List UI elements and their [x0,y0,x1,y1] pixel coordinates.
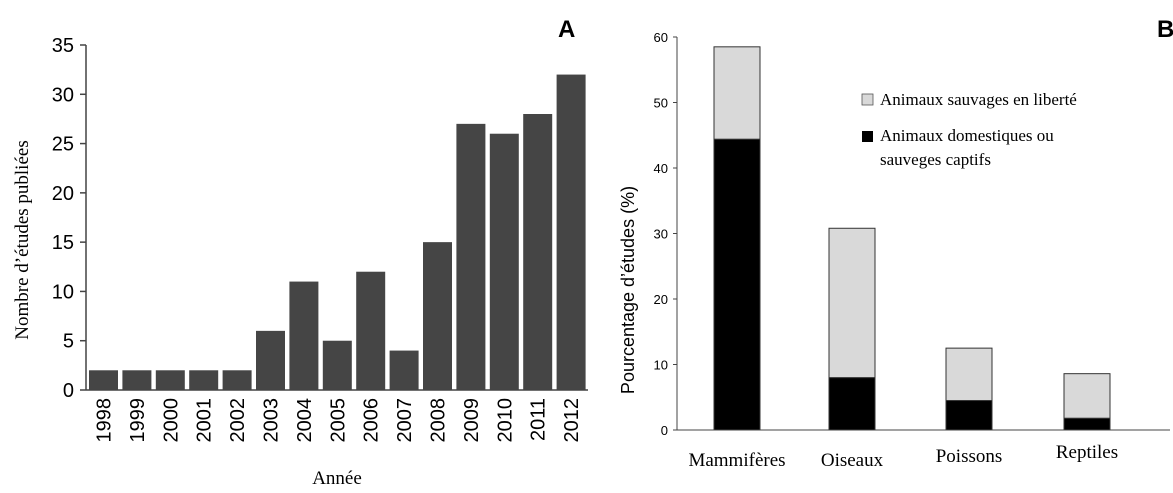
x-tick-label: 2003 [261,398,283,443]
x-tick-label: 2000 [160,398,182,443]
y-tick-label: 0 [63,380,74,402]
chart-a-y-label: Nombre d’études publiées [12,140,33,339]
x-tick-label: 2008 [428,398,450,443]
x-tick-label: 2010 [494,398,516,443]
y-tick-label: 15 [52,232,74,254]
chart-b-x-axis: Mammifères Oiseaux Poissons Reptiles [688,442,1118,471]
x-tick-label: Reptiles [1056,442,1118,463]
bar-Mammifères-series-1 [713,46,761,140]
bar-Poissons-series-0 [945,400,993,431]
y-tick-label: 40 [654,161,668,176]
x-tick-label: 2009 [461,398,483,443]
bar-2011 [523,114,553,390]
legend-label-captive: Animaux domestiques ou sauveges captifs [880,126,1054,169]
bar-2009 [456,123,486,390]
y-tick-label: 30 [654,227,668,242]
y-tick-label: 60 [654,30,668,45]
bar-2006 [356,271,386,390]
x-tick-label: 2001 [194,398,216,443]
bar-2001 [189,370,219,390]
bar-Reptiles-series-1 [1063,373,1111,419]
chart-b-y-label: Pourcentage d’études (%) [618,186,638,394]
legend-swatch-captive [862,131,873,142]
chart-a-y-axis: 0 5 10 15 20 25 30 35 [52,35,86,402]
x-tick-label: Poissons [936,446,1003,467]
legend-label-wild: Animaux sauvages en liberté [880,90,1077,109]
chart-a: A 0 5 10 15 20 25 30 35 1998 1999 2000 2001 2002 200… [12,16,588,489]
bar-2000 [155,370,185,390]
x-tick-label: 1999 [127,398,149,443]
bar-1998 [89,370,118,390]
chart-a-x-label: Année [312,468,362,489]
y-tick-label: 35 [52,35,74,57]
chart-b-legend: Animaux sauvages en liberté Animaux dome… [861,90,1077,169]
x-tick-label: 2006 [361,398,383,443]
legend-swatch-wild [861,93,874,106]
x-tick-label: 2005 [327,398,349,443]
y-tick-label: 10 [52,281,74,303]
bar-2008 [423,242,452,390]
x-tick-label: 2012 [561,398,583,443]
chart-b-panel-label: B [1157,16,1173,43]
y-tick-label: 20 [654,292,668,307]
bar-Mammifères-series-0 [713,138,761,431]
x-tick-label: 2011 [528,398,550,441]
y-tick-label: 50 [654,96,668,111]
chart-b-y-axis: 0 10 20 30 40 50 60 [654,30,677,438]
x-tick-label: 1998 [94,398,116,443]
bar-2007 [389,350,419,390]
bar-2004 [289,281,319,390]
x-tick-label: 2002 [227,398,249,443]
bar-Reptiles-series-0 [1063,417,1111,431]
bar-2010 [489,133,519,390]
x-tick-label: 2004 [294,398,316,443]
x-tick-label: Oiseaux [821,450,884,471]
x-tick-label: Mammifères [688,450,785,471]
bar-1999 [122,370,152,390]
chart-a-panel-label: A [558,16,575,43]
bar-2005 [322,340,352,390]
bar-Poissons-series-1 [945,347,993,402]
y-tick-label: 5 [63,331,74,353]
chart-a-bars [89,74,586,391]
bar-Oiseaux-series-1 [828,227,876,379]
y-tick-label: 25 [52,134,74,156]
y-tick-label: 0 [661,423,668,438]
x-tick-label: 2007 [394,398,416,443]
bar-2002 [222,370,252,390]
chart-b-bars [713,46,1111,431]
y-tick-label: 10 [654,358,668,373]
y-tick-label: 30 [52,84,74,106]
y-tick-label: 20 [52,183,74,205]
bar-2012 [556,74,586,391]
chart-b: B 0 10 20 30 40 50 60 Mammifères Oiseaux Poisson… [618,16,1173,471]
bar-2003 [256,330,285,390]
chart-a-x-axis: 1998 1999 2000 2001 2002 2003 2004 2005 2006 2007… [94,398,584,443]
bar-Oiseaux-series-0 [828,377,876,431]
